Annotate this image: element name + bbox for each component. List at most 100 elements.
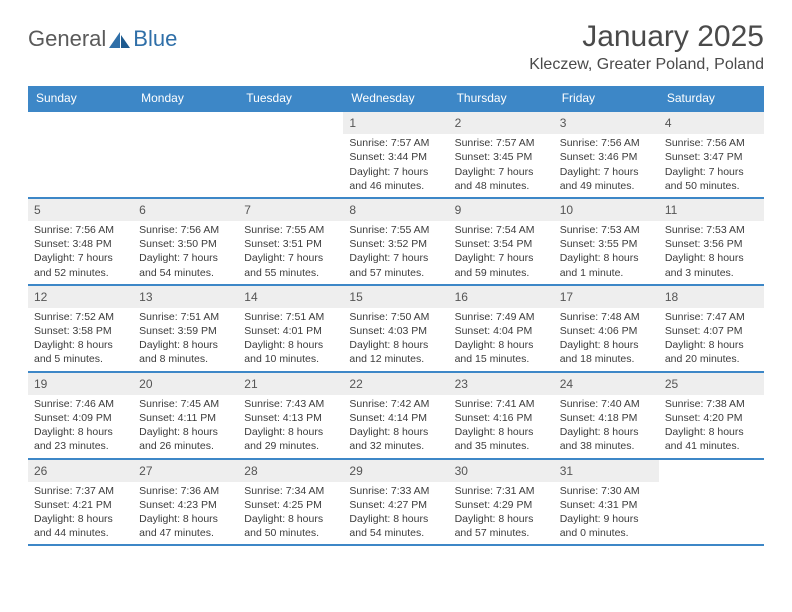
day-content: Sunrise: 7:30 AMSunset: 4:31 PMDaylight:… [554, 482, 659, 545]
location: Kleczew, Greater Poland, Poland [529, 56, 764, 74]
day-content: Sunrise: 7:42 AMSunset: 4:14 PMDaylight:… [343, 395, 448, 458]
day-content: Sunrise: 7:40 AMSunset: 4:18 PMDaylight:… [554, 395, 659, 458]
calendar-cell: 13Sunrise: 7:51 AMSunset: 3:59 PMDayligh… [133, 285, 238, 372]
calendar-cell: 9Sunrise: 7:54 AMSunset: 3:54 PMDaylight… [449, 198, 554, 285]
day-number: 24 [554, 373, 659, 395]
calendar-cell: 3Sunrise: 7:56 AMSunset: 3:46 PMDaylight… [554, 111, 659, 198]
day-number: 31 [554, 460, 659, 482]
day-content: Sunrise: 7:50 AMSunset: 4:03 PMDaylight:… [343, 308, 448, 371]
day-number: 3 [554, 112, 659, 134]
weekday-header: Saturday [659, 86, 764, 111]
calendar-cell: 5Sunrise: 7:56 AMSunset: 3:48 PMDaylight… [28, 198, 133, 285]
calendar-cell: 12Sunrise: 7:52 AMSunset: 3:58 PMDayligh… [28, 285, 133, 372]
calendar-cell: 31Sunrise: 7:30 AMSunset: 4:31 PMDayligh… [554, 459, 659, 546]
day-number: 15 [343, 286, 448, 308]
day-number: 21 [238, 373, 343, 395]
day-content: Sunrise: 7:43 AMSunset: 4:13 PMDaylight:… [238, 395, 343, 458]
calendar-cell: 19Sunrise: 7:46 AMSunset: 4:09 PMDayligh… [28, 372, 133, 459]
calendar-cell: 25Sunrise: 7:38 AMSunset: 4:20 PMDayligh… [659, 372, 764, 459]
day-number: 11 [659, 199, 764, 221]
calendar-table: SundayMondayTuesdayWednesdayThursdayFrid… [28, 86, 764, 546]
day-content: Sunrise: 7:45 AMSunset: 4:11 PMDaylight:… [133, 395, 238, 458]
calendar-row: 19Sunrise: 7:46 AMSunset: 4:09 PMDayligh… [28, 372, 764, 459]
day-content: Sunrise: 7:55 AMSunset: 3:51 PMDaylight:… [238, 221, 343, 284]
weekday-header: Monday [133, 86, 238, 111]
calendar-cell: 16Sunrise: 7:49 AMSunset: 4:04 PMDayligh… [449, 285, 554, 372]
logo-text-2: Blue [133, 26, 177, 52]
calendar-cell: 10Sunrise: 7:53 AMSunset: 3:55 PMDayligh… [554, 198, 659, 285]
calendar-cell: 28Sunrise: 7:34 AMSunset: 4:25 PMDayligh… [238, 459, 343, 546]
day-content: Sunrise: 7:54 AMSunset: 3:54 PMDaylight:… [449, 221, 554, 284]
month-title: January 2025 [529, 20, 764, 54]
day-number: 6 [133, 199, 238, 221]
calendar-cell: 1Sunrise: 7:57 AMSunset: 3:44 PMDaylight… [343, 111, 448, 198]
calendar-cell: . [238, 111, 343, 198]
day-content: Sunrise: 7:52 AMSunset: 3:58 PMDaylight:… [28, 308, 133, 371]
day-content: Sunrise: 7:47 AMSunset: 4:07 PMDaylight:… [659, 308, 764, 371]
day-number: 9 [449, 199, 554, 221]
day-content: Sunrise: 7:53 AMSunset: 3:55 PMDaylight:… [554, 221, 659, 284]
day-content: Sunrise: 7:48 AMSunset: 4:06 PMDaylight:… [554, 308, 659, 371]
calendar-row: ...1Sunrise: 7:57 AMSunset: 3:44 PMDayli… [28, 111, 764, 198]
calendar-cell: . [133, 111, 238, 198]
day-content: Sunrise: 7:57 AMSunset: 3:44 PMDaylight:… [343, 134, 448, 197]
day-number: 18 [659, 286, 764, 308]
day-content: Sunrise: 7:38 AMSunset: 4:20 PMDaylight:… [659, 395, 764, 458]
day-number: 8 [343, 199, 448, 221]
day-number: 22 [343, 373, 448, 395]
day-number: 4 [659, 112, 764, 134]
calendar-head: SundayMondayTuesdayWednesdayThursdayFrid… [28, 86, 764, 111]
calendar-cell: 30Sunrise: 7:31 AMSunset: 4:29 PMDayligh… [449, 459, 554, 546]
header: General Blue January 2025 Kleczew, Great… [28, 20, 764, 74]
calendar-cell: 23Sunrise: 7:41 AMSunset: 4:16 PMDayligh… [449, 372, 554, 459]
day-number: 5 [28, 199, 133, 221]
calendar-cell: 11Sunrise: 7:53 AMSunset: 3:56 PMDayligh… [659, 198, 764, 285]
day-content: Sunrise: 7:34 AMSunset: 4:25 PMDaylight:… [238, 482, 343, 545]
day-content: Sunrise: 7:51 AMSunset: 4:01 PMDaylight:… [238, 308, 343, 371]
day-number: 25 [659, 373, 764, 395]
day-content: Sunrise: 7:56 AMSunset: 3:48 PMDaylight:… [28, 221, 133, 284]
day-content: Sunrise: 7:36 AMSunset: 4:23 PMDaylight:… [133, 482, 238, 545]
day-number: 26 [28, 460, 133, 482]
day-content: Sunrise: 7:56 AMSunset: 3:47 PMDaylight:… [659, 134, 764, 197]
day-number: 29 [343, 460, 448, 482]
day-content: Sunrise: 7:33 AMSunset: 4:27 PMDaylight:… [343, 482, 448, 545]
sail-icon [109, 30, 131, 48]
day-number: 2 [449, 112, 554, 134]
day-number: 13 [133, 286, 238, 308]
day-content: Sunrise: 7:56 AMSunset: 3:46 PMDaylight:… [554, 134, 659, 197]
day-number: 28 [238, 460, 343, 482]
calendar-cell: 27Sunrise: 7:36 AMSunset: 4:23 PMDayligh… [133, 459, 238, 546]
calendar-cell: 6Sunrise: 7:56 AMSunset: 3:50 PMDaylight… [133, 198, 238, 285]
calendar-cell: 18Sunrise: 7:47 AMSunset: 4:07 PMDayligh… [659, 285, 764, 372]
day-content: Sunrise: 7:37 AMSunset: 4:21 PMDaylight:… [28, 482, 133, 545]
title-block: January 2025 Kleczew, Greater Poland, Po… [529, 20, 764, 74]
day-number: 19 [28, 373, 133, 395]
day-content: Sunrise: 7:31 AMSunset: 4:29 PMDaylight:… [449, 482, 554, 545]
calendar-cell: 24Sunrise: 7:40 AMSunset: 4:18 PMDayligh… [554, 372, 659, 459]
day-content: Sunrise: 7:57 AMSunset: 3:45 PMDaylight:… [449, 134, 554, 197]
calendar-cell: 15Sunrise: 7:50 AMSunset: 4:03 PMDayligh… [343, 285, 448, 372]
day-number: 30 [449, 460, 554, 482]
calendar-cell: 22Sunrise: 7:42 AMSunset: 4:14 PMDayligh… [343, 372, 448, 459]
calendar-row: 26Sunrise: 7:37 AMSunset: 4:21 PMDayligh… [28, 459, 764, 546]
calendar-cell: 7Sunrise: 7:55 AMSunset: 3:51 PMDaylight… [238, 198, 343, 285]
day-content: Sunrise: 7:49 AMSunset: 4:04 PMDaylight:… [449, 308, 554, 371]
weekday-header: Friday [554, 86, 659, 111]
day-content: Sunrise: 7:51 AMSunset: 3:59 PMDaylight:… [133, 308, 238, 371]
day-number: 23 [449, 373, 554, 395]
weekday-header: Sunday [28, 86, 133, 111]
day-content: Sunrise: 7:55 AMSunset: 3:52 PMDaylight:… [343, 221, 448, 284]
calendar-cell: 8Sunrise: 7:55 AMSunset: 3:52 PMDaylight… [343, 198, 448, 285]
day-number: 10 [554, 199, 659, 221]
day-content: Sunrise: 7:53 AMSunset: 3:56 PMDaylight:… [659, 221, 764, 284]
day-content: Sunrise: 7:46 AMSunset: 4:09 PMDaylight:… [28, 395, 133, 458]
day-content: Sunrise: 7:41 AMSunset: 4:16 PMDaylight:… [449, 395, 554, 458]
day-content: Sunrise: 7:56 AMSunset: 3:50 PMDaylight:… [133, 221, 238, 284]
day-number: 7 [238, 199, 343, 221]
calendar-cell: 21Sunrise: 7:43 AMSunset: 4:13 PMDayligh… [238, 372, 343, 459]
calendar-cell: . [28, 111, 133, 198]
calendar-cell: 17Sunrise: 7:48 AMSunset: 4:06 PMDayligh… [554, 285, 659, 372]
day-number: 12 [28, 286, 133, 308]
calendar-cell: . [659, 459, 764, 546]
